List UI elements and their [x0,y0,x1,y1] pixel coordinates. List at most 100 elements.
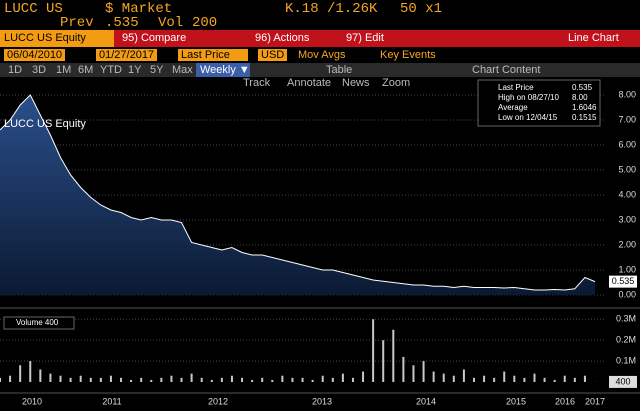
view[interactable]: Line Chart [568,32,619,44]
x-tick-label: 2012 [208,396,228,406]
y-tick-label: 4.00 [618,189,636,199]
period[interactable]: 6M [78,64,94,76]
menu[interactable]: 96) Actions [255,32,310,44]
volume-bar [241,377,244,382]
volume-bar [422,361,425,382]
period[interactable]: 5Y [150,64,164,76]
field[interactable]: Last Price [178,49,248,61]
y-tick-label: 0.00 [618,289,636,299]
volume-bar [321,375,324,382]
last-volume-label: 400 [615,376,630,386]
volume-bar [109,375,112,382]
volume-bar [130,379,133,382]
volume-bar [493,377,496,382]
volume-bar [69,377,72,382]
period[interactable]: 1M [56,64,72,76]
y-tick-label: 8.00 [618,89,636,99]
last-price-box [609,275,637,288]
volume-bar [331,377,334,382]
volume-bar [29,361,32,382]
period[interactable]: 3D [32,64,47,76]
volume-bar [59,375,62,382]
volume-bar [180,377,183,382]
volume-bar [251,379,254,382]
menu[interactable]: 97) Edit [346,32,384,44]
security[interactable]: LUCC US Equity [0,30,114,47]
volume-bar [351,377,354,382]
volume-bar [341,373,344,382]
volume-bar [412,365,415,382]
volume-bar [442,373,445,382]
y-tick-label: 3.00 [618,214,636,224]
subtool[interactable]: Track [243,77,271,89]
volume-bar [99,377,102,382]
x-tick-label: 2013 [312,396,332,406]
volume-bar [210,379,213,382]
period[interactable]: YTD [100,64,122,76]
volume-bar [150,379,153,382]
y-tick-label: 7.00 [618,114,636,124]
period[interactable]: Max [172,64,193,76]
volume-bar [472,377,475,382]
end-date[interactable]: 01/27/2017 [96,49,158,61]
x-tick-label: 2011 [102,396,121,406]
legend-label: Average [498,103,528,112]
start-date[interactable]: 06/04/2010 [4,49,66,61]
volume-bar [120,377,123,382]
y-tick-label: 0.2M [616,335,636,345]
volume-bar [533,373,536,382]
vol-label: Vol [158,15,184,31]
period[interactable]: 1D [8,64,23,76]
volume-bar [291,377,294,382]
volume-legend: Volume 400 [16,318,59,327]
volume-bar [9,375,12,382]
volume-bar [392,329,395,382]
volume-bar [271,379,274,382]
subtool[interactable]: News [342,77,370,89]
period-bar: 1D 3D 1M 6M YTD 1Y 5Y Max Weekly ▼ Table… [0,63,640,77]
legend-value: 1.6046 [572,103,597,112]
x-tick-label: 2015 [506,396,526,406]
volume-bar [39,369,42,382]
volume-bar [160,377,163,382]
area [0,95,595,295]
period[interactable]: 1Y [128,64,142,76]
option[interactable]: Mov Avgs [298,49,346,61]
y-tick-label: 1.00 [618,264,636,274]
prev: .535 [105,15,139,31]
legend-value: 8.00 [572,93,588,102]
volume-bar [230,375,233,382]
legend-label: Last Price [498,83,534,92]
option[interactable]: Key Events [380,49,436,61]
volume-bar [483,375,486,382]
subtool[interactable]: Zoom [382,77,411,89]
y-tick-label: 5.00 [618,164,636,174]
vol: 200 [192,15,218,31]
legend-box [477,79,601,127]
currency[interactable]: USD [258,49,288,61]
x-tick-label: 2014 [416,396,436,406]
legend-label: Low on 12/04/15 [498,113,558,122]
volume-bar [79,375,82,382]
volume-bar [140,377,143,382]
prev-label: Prev [60,15,94,31]
ticker: LUCC US [4,1,63,17]
volume-bar [261,377,264,382]
volume-bar [513,375,516,382]
tool[interactable]: Table [326,64,353,76]
volume-bar [462,369,465,382]
y-tick-label: 6.00 [618,139,636,149]
size: 50 x1 [400,1,443,17]
volume-bar [402,356,405,382]
volume-bar [573,377,576,382]
frequency[interactable]: Weekly ▼ [196,63,250,77]
market: $ Market [105,1,173,17]
volume-bar [432,371,435,382]
volume-bar [19,365,22,382]
subtool[interactable]: Annotate [287,77,332,89]
volume-bar [190,373,193,382]
legend-box [3,316,75,330]
menu[interactable]: 95) Compare [122,32,187,44]
tool[interactable]: Chart Content [472,64,541,76]
